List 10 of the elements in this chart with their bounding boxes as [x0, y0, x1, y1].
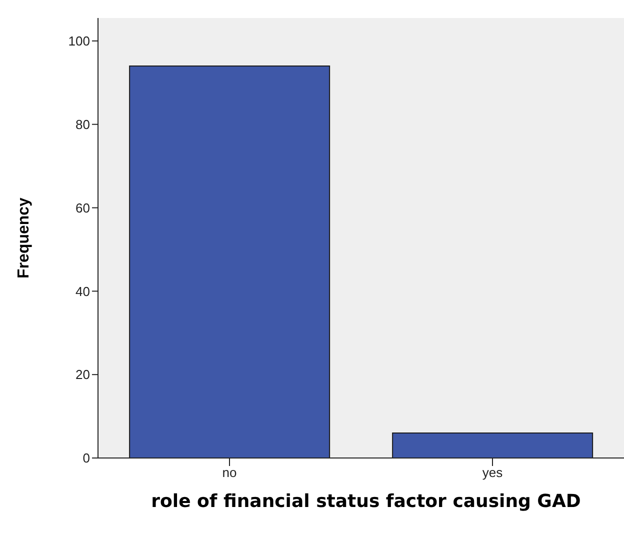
y-tick-label: 100	[68, 34, 90, 49]
x-tick-label: no	[222, 465, 237, 480]
y-tick-label: 40	[76, 284, 90, 299]
y-tick-label: 60	[76, 200, 90, 216]
x-axis-title: role of financial status factor causing GAD	[150, 491, 582, 512]
y-tick-label: 80	[76, 116, 90, 132]
x-tick-label: yes	[482, 465, 504, 480]
y-tick-label: 0	[82, 450, 90, 466]
y-axis-title: Frequency	[16, 197, 33, 278]
y-tick-label: 20	[76, 367, 90, 382]
